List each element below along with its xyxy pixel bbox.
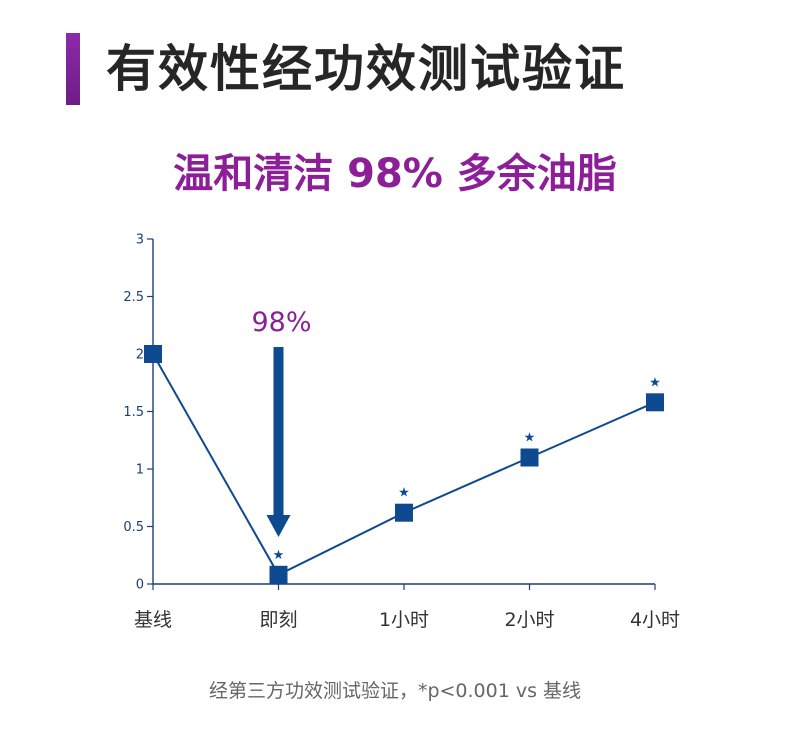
significance-star: ★ [398, 486, 410, 501]
y-tick-label: 3 [136, 233, 144, 248]
x-category-label: 即刻 [259, 609, 297, 631]
data-point-marker [520, 448, 539, 467]
significance-star: ★ [524, 431, 536, 446]
y-tick-label: 2 [136, 348, 144, 363]
significance-star: ★ [273, 548, 285, 563]
chart-subtitle: 温和清洁 98% 多余油脂 [173, 151, 617, 197]
data-point-marker [269, 565, 288, 584]
y-tick-label: 0 [136, 578, 144, 593]
footnote: 经第三方功效测试验证，*p<0.001 vs 基线 [208, 680, 582, 702]
annotation-arrow-head [266, 515, 291, 537]
line-chart: 0 0.5 1 1.5 2 2.5 3 基线 即刻 1小时 2小时 4小时 ★ ★ ★ ★ 98% [123, 233, 680, 632]
y-tick-label: 1 [136, 463, 144, 478]
x-category-label: 基线 [134, 609, 172, 631]
y-tick-label: 2.5 [123, 290, 144, 305]
annotation-label: 98% [251, 307, 311, 338]
y-tick-label: 1.5 [123, 405, 144, 420]
x-category-label: 2小时 [504, 609, 554, 631]
data-point-marker [144, 345, 162, 363]
data-point-marker [646, 393, 664, 412]
data-point-marker [395, 503, 413, 522]
y-tick-label: 0.5 [123, 520, 144, 535]
title-accent-bar [66, 33, 80, 105]
page-title: 有效性经功效测试验证 [106, 40, 626, 98]
annotation-arrow-shaft [273, 347, 284, 517]
series-line [152, 353, 656, 577]
significance-star: ★ [649, 375, 661, 390]
x-category-label: 4小时 [630, 609, 680, 631]
x-category-label: 1小时 [379, 609, 429, 631]
